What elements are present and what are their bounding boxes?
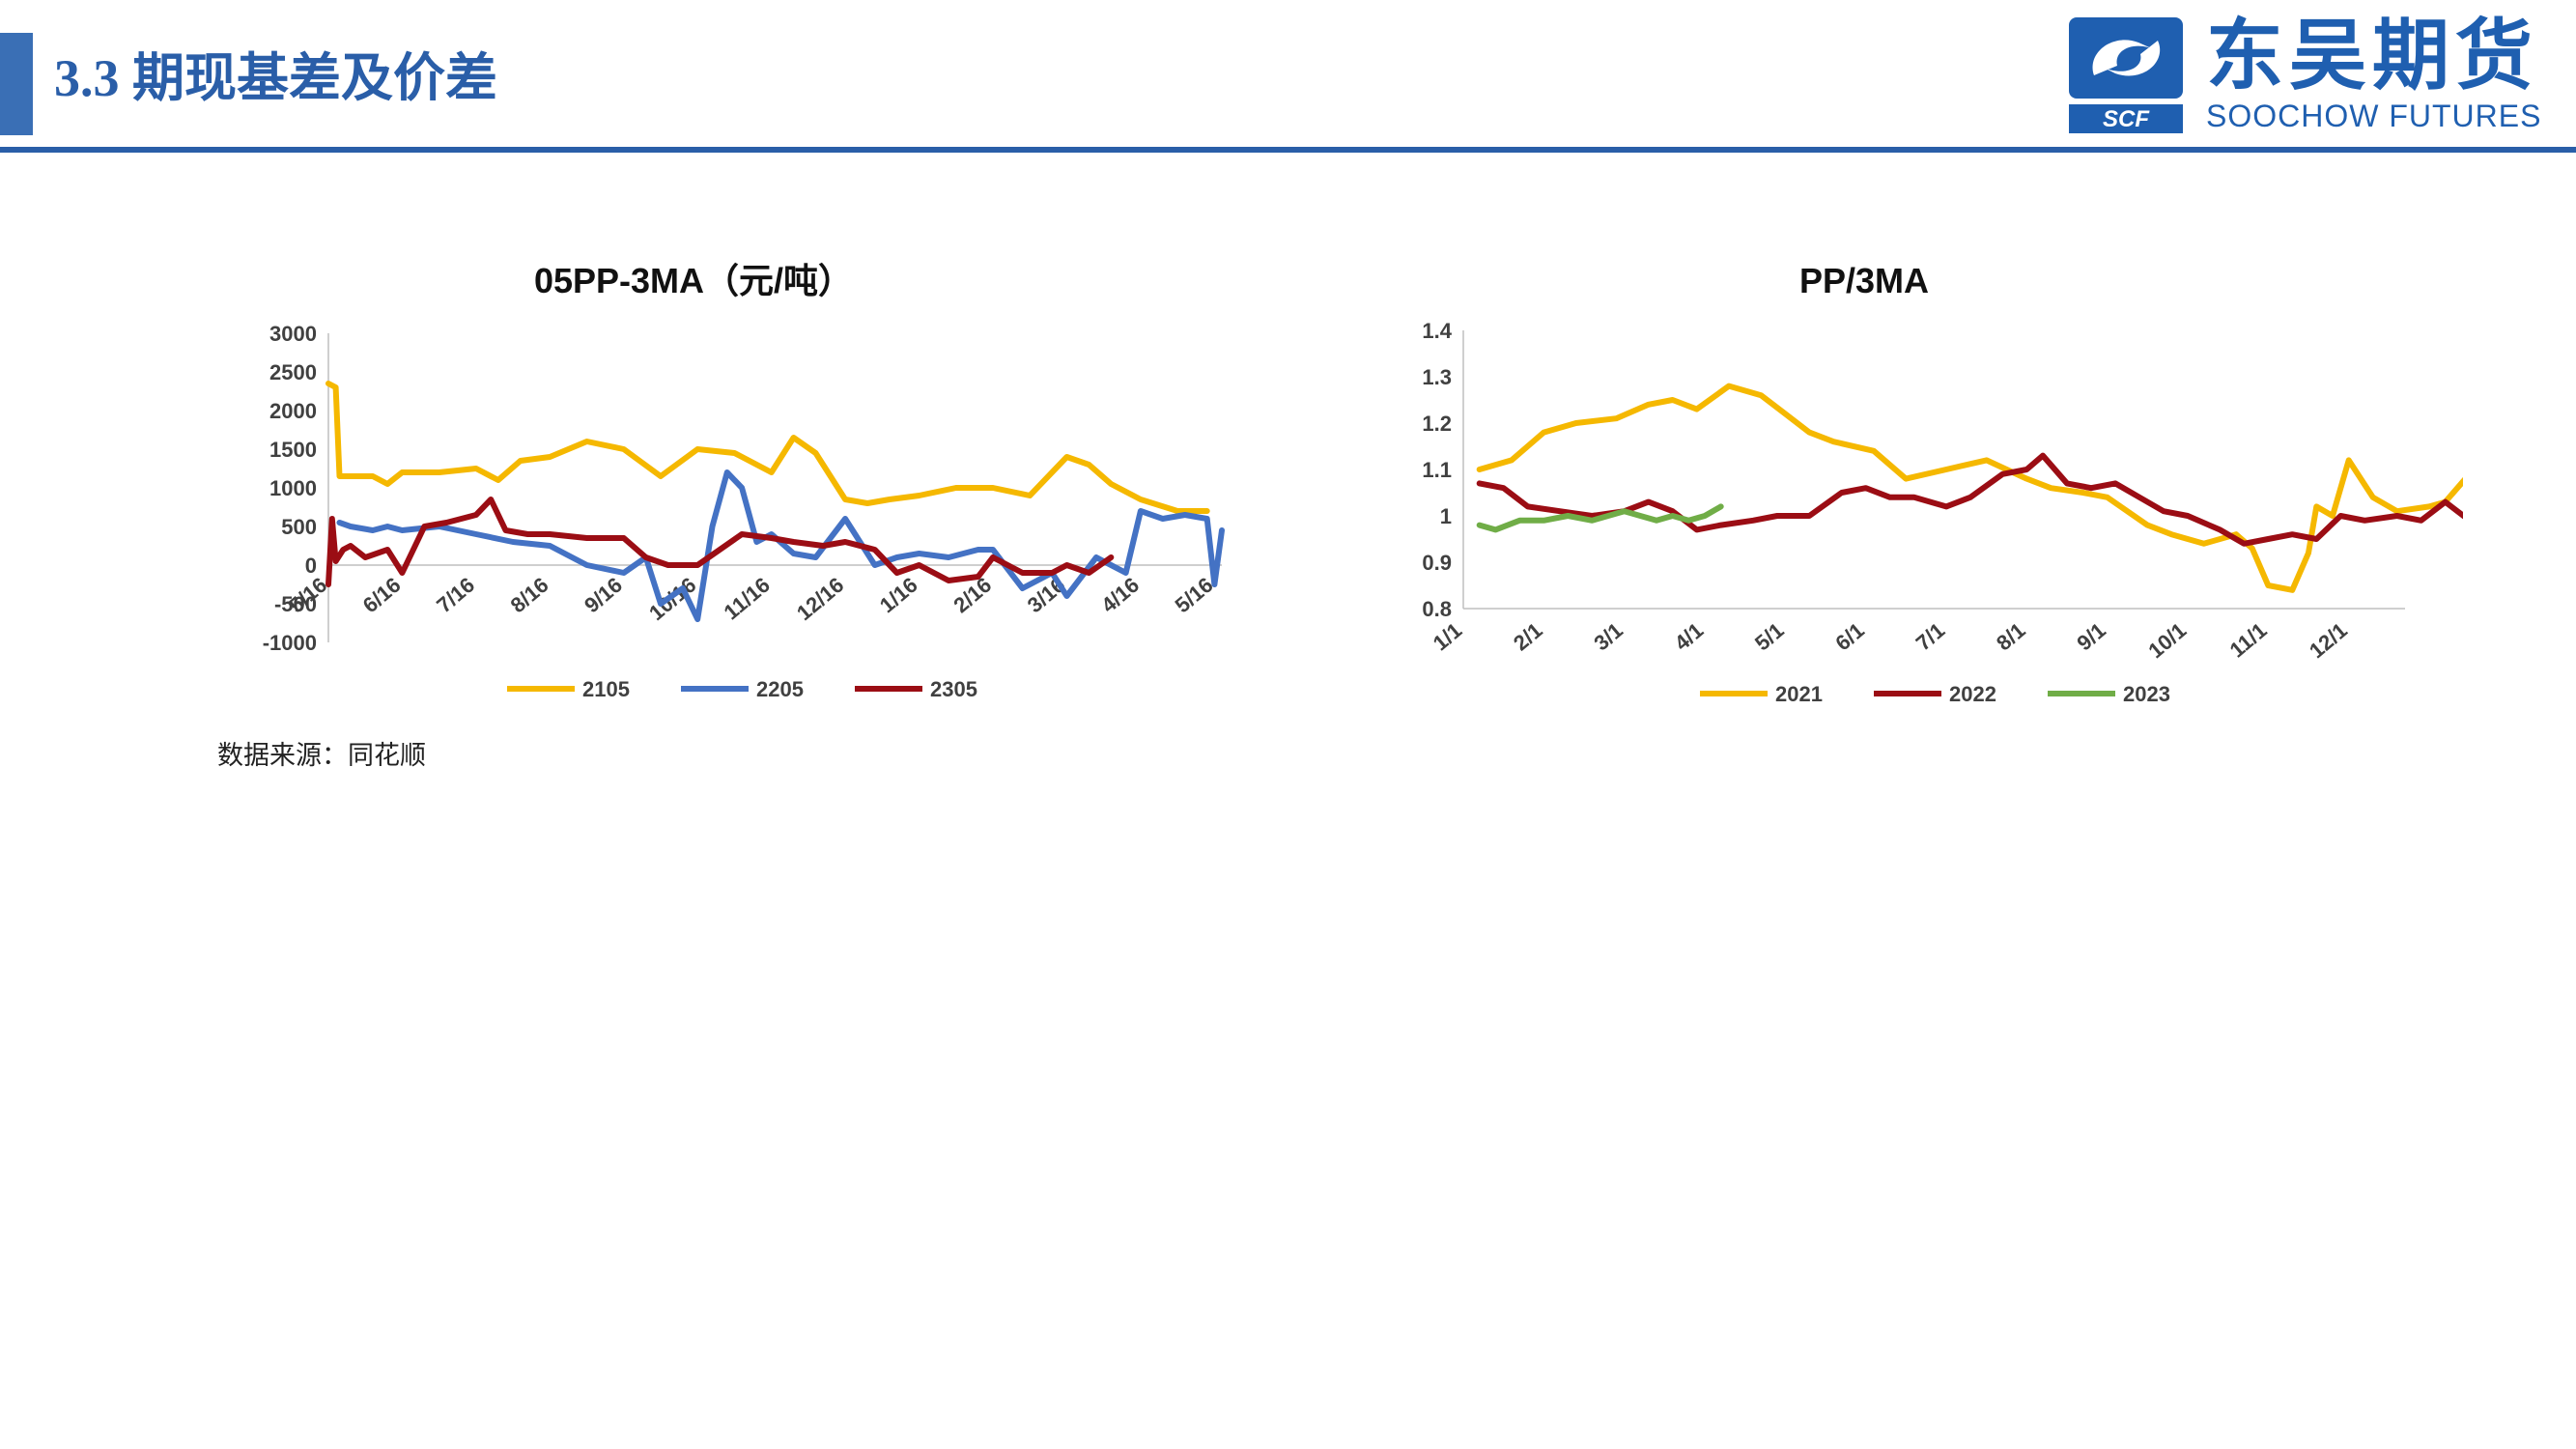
page-title: 3.3 期现基差及价差 — [54, 49, 497, 107]
x-tick-label: 5/1 — [1750, 618, 1789, 656]
y-tick-label: 1.2 — [1422, 412, 1452, 436]
header-divider — [0, 147, 2576, 153]
x-tick-label: 6/1 — [1830, 618, 1869, 656]
chart-ratio-svg: PP/3MA 1.4 1.3 1.2 1.1 1 0.9 0.81/1 2/1 3/1 4/1 5/1… — [1422, 261, 2473, 706]
y-tick-label: 2500 — [269, 360, 317, 384]
x-tick-label: 12/1 — [2305, 618, 2352, 664]
chart-title: 05PP-3MA（元/吨） — [534, 261, 853, 300]
y-tick-label: 1500 — [269, 438, 317, 462]
chart-basis-spread-svg: 05PP-3MA（元/吨） 3000 2500 2000 1500 1000 500 0 -50… — [263, 261, 1225, 701]
x-tick-label: 4/1 — [1670, 618, 1709, 656]
series-line-2305 — [326, 497, 1115, 587]
y-tick-label: 1.3 — [1422, 365, 1452, 389]
legend-label: 2305 — [930, 677, 977, 701]
x-tick-label: 7/16 — [432, 573, 479, 618]
x-tick-label: 1/1 — [1429, 618, 1467, 656]
y-tick-label: 2000 — [269, 399, 317, 423]
series-line-2105 — [326, 381, 1210, 514]
series-line-2022 — [1476, 452, 2473, 547]
x-tick-label: 7/1 — [1911, 618, 1950, 656]
logo-mark-icon — [2069, 17, 2183, 133]
logo-english-name: SOOCHOW FUTURES — [2206, 99, 2542, 133]
x-tick-label: 11/1 — [2225, 618, 2272, 663]
company-logo: SCF — [2069, 17, 2183, 133]
series-line-2021 — [1476, 383, 2473, 593]
x-tick-label: 3/1 — [1589, 618, 1628, 656]
x-tick-label: 5/16 — [1171, 573, 1218, 618]
x-tick-label: 9/1 — [2072, 618, 2110, 656]
x-tick-label: 12/16 — [792, 573, 848, 626]
x-tick-label: 2/1 — [1509, 618, 1547, 656]
y-tick-label: 1 — [1440, 504, 1452, 528]
legend-label: 2205 — [756, 677, 804, 701]
x-tick-label: 6/16 — [358, 573, 406, 618]
x-tick-label: 8/1 — [1992, 618, 2030, 656]
y-tick-label: 0.9 — [1422, 551, 1452, 575]
data-source-note: 数据来源：同花顺 — [217, 741, 426, 770]
y-tick-label: -1000 — [263, 631, 317, 655]
chart-title: PP/3MA — [1799, 261, 1929, 300]
series-line-2023 — [1476, 503, 1724, 533]
legend-label: 2105 — [582, 677, 630, 701]
legend-label: 2023 — [2123, 682, 2170, 706]
x-tick-label: 9/16 — [580, 573, 627, 618]
header-accent-bar — [0, 33, 33, 135]
x-tick-label: 1/16 — [875, 573, 922, 618]
chart-ratio: PP/3MA 1.4 1.3 1.2 1.1 1 0.9 0.8 1/1 2/1 3/1 4/1 5/1… — [1401, 242, 2473, 724]
x-tick-label: 10/1 — [2143, 618, 2191, 664]
series-line-2205 — [336, 469, 1225, 622]
legend-label: 2022 — [1949, 682, 1996, 706]
y-tick-label: 1000 — [269, 476, 317, 500]
chart-basis-spread: 05PP-3MA（元/吨） 3000 2500 2000 1500 1000 500 0 -50… — [193, 242, 1256, 724]
y-tick-label: 1.4 — [1422, 319, 1452, 343]
logo-chinese-name: 东吴期货 — [2206, 13, 2538, 99]
x-tick-label: 4/16 — [1096, 573, 1144, 618]
y-tick-label: 500 — [281, 515, 317, 539]
y-tick-label: 1.1 — [1422, 458, 1452, 482]
logo-mark-text: SCF — [2103, 106, 2150, 132]
y-tick-label: 0.8 — [1422, 597, 1452, 621]
x-tick-label: 8/16 — [506, 573, 553, 618]
y-tick-label: 0 — [305, 554, 317, 578]
y-tick-label: 3000 — [269, 322, 317, 346]
legend-label: 2021 — [1775, 682, 1823, 706]
x-tick-label: 11/16 — [720, 573, 775, 625]
y-tick-label: -500 — [274, 592, 317, 616]
